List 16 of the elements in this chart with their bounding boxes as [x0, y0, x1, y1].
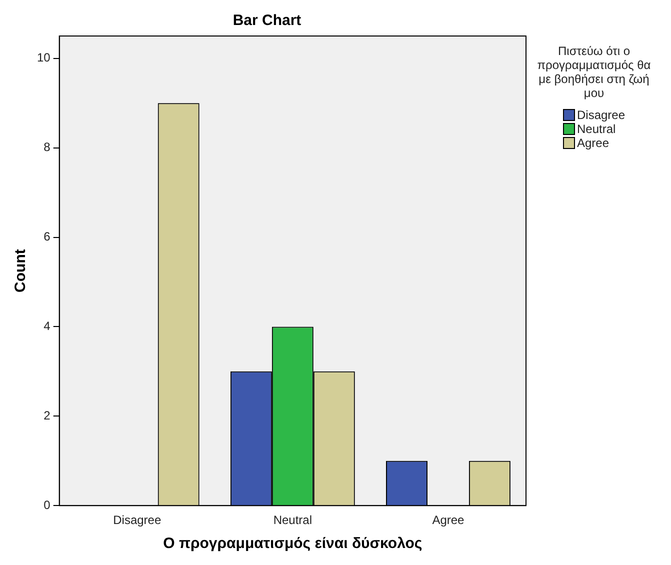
y-axis-title: Count: [12, 249, 30, 292]
legend-label: Agree: [576, 136, 610, 150]
x-tick-label: Neutral: [273, 513, 312, 528]
x-tick-label: Agree: [432, 513, 465, 528]
y-tick-label: 2: [44, 408, 51, 422]
chart-title: Bar Chart: [232, 12, 302, 30]
y-tick-label: 0: [44, 498, 51, 512]
x-tick-label: Disagree: [113, 513, 162, 528]
x-axis-title: Ο προγραμματισμός είναι δύσκολος: [163, 535, 422, 552]
legend-label: Neutral: [576, 122, 616, 136]
legend-title: Πιστεύω ότι ο προγραμματισμός θα με βοηθήσει στη ζωή μου: [536, 44, 652, 100]
y-tick-label: 6: [44, 230, 51, 244]
y-tick-label: 8: [44, 140, 51, 154]
y-tick-label: 4: [44, 319, 51, 334]
legend-label: Disagree: [576, 108, 626, 122]
y-tick-label: 10: [36, 50, 51, 65]
